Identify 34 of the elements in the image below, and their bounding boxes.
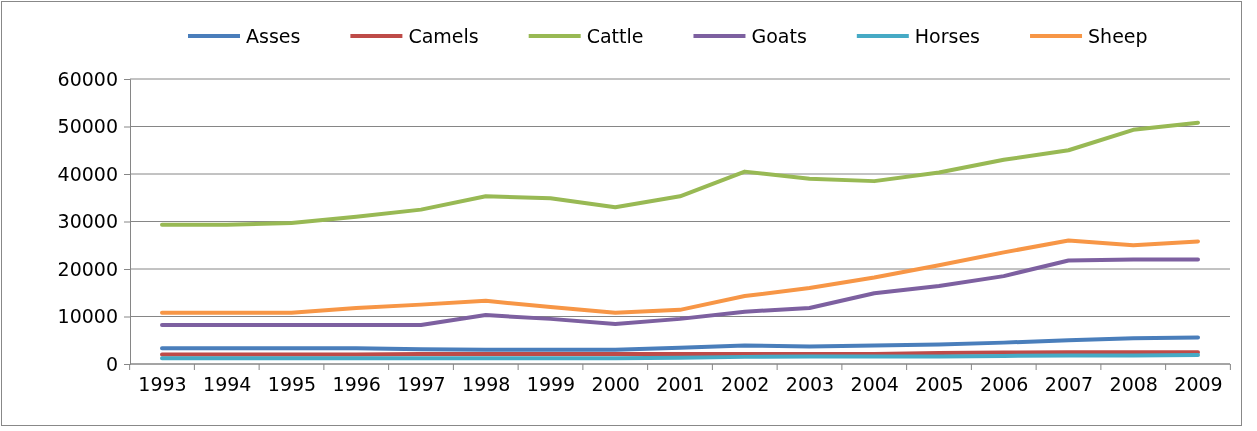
y-tick-label: 60000 — [57, 67, 118, 90]
x-tick-label: 1993 — [138, 373, 187, 396]
y-tick-label: 0 — [105, 352, 118, 375]
x-tick-label: 1997 — [397, 373, 446, 396]
legend-label: Camels — [408, 25, 479, 47]
x-tick-label: 1995 — [267, 373, 317, 396]
y-tick-label: 50000 — [57, 115, 118, 138]
legend-label: Goats — [751, 25, 807, 47]
line-series — [160, 335, 1200, 352]
legend-label: Sheep — [1088, 25, 1148, 47]
x-tick-label: 2009 — [1174, 373, 1223, 396]
line-series — [160, 120, 1200, 227]
y-tick-label: 20000 — [57, 257, 118, 280]
x-tick-label: 1998 — [462, 373, 511, 396]
x-tick-label: 2005 — [915, 373, 964, 396]
legend-label: Asses — [246, 25, 301, 47]
x-tick-label: 2003 — [785, 373, 835, 396]
x-tick-label: 2001 — [656, 373, 705, 396]
x-tick-label: 1996 — [332, 373, 381, 396]
y-tick-label: 10000 — [57, 305, 118, 328]
x-tick-label: 2008 — [1109, 373, 1158, 396]
y-tick-label: 40000 — [57, 162, 118, 185]
x-tick-label: 2004 — [850, 373, 899, 396]
x-tick-label: 2002 — [721, 373, 770, 396]
x-tick-label: 1994 — [203, 373, 252, 396]
x-tick-label: 2007 — [1044, 373, 1094, 396]
line-series — [160, 238, 1200, 315]
x-tick-label: 2006 — [980, 373, 1029, 396]
y-tick-label: 30000 — [57, 210, 118, 233]
legend-label: Horses — [914, 25, 981, 47]
line-series — [160, 257, 1200, 328]
x-tick-label: 2000 — [591, 373, 640, 396]
legend-label: Cattle — [586, 25, 644, 47]
x-tick-label: 1999 — [526, 373, 576, 396]
